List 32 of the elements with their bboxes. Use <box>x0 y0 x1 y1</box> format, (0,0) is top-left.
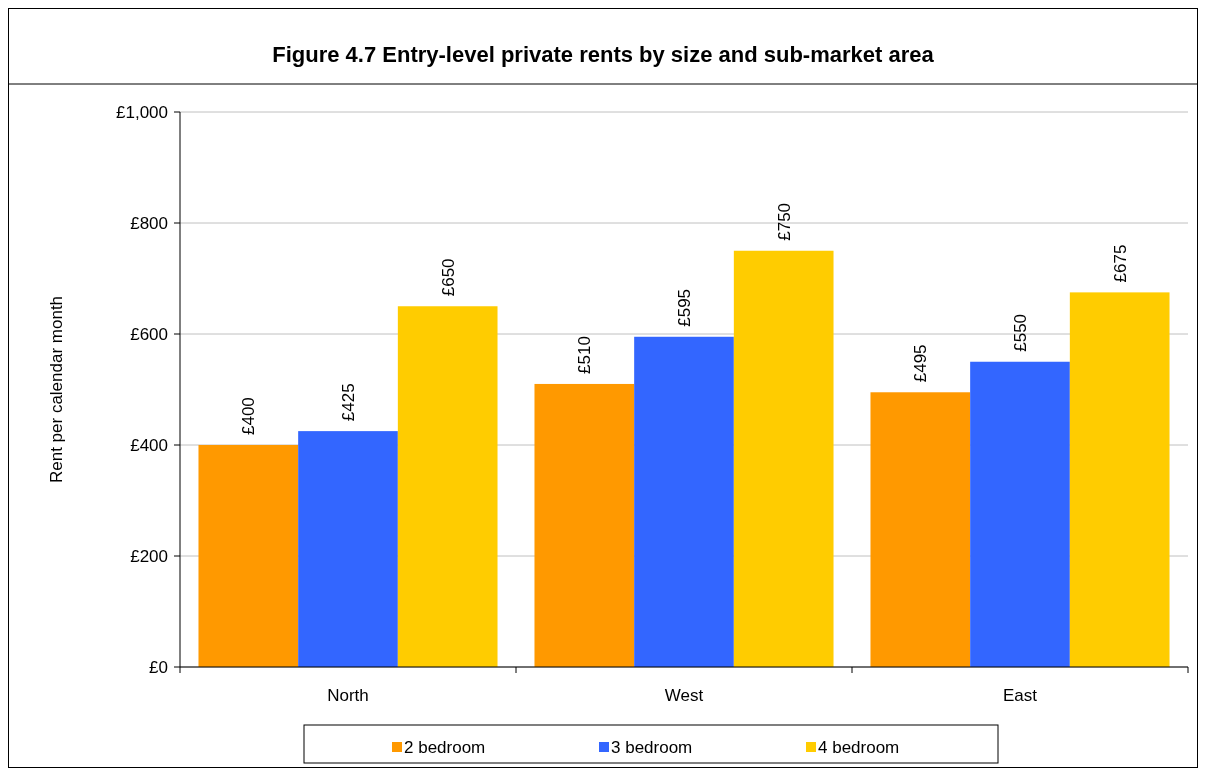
bar <box>534 383 635 667</box>
y-tick-label: £1,000 <box>116 103 168 122</box>
bar <box>1069 292 1170 667</box>
bar <box>634 336 734 667</box>
bar <box>198 445 299 667</box>
x-tick-label: East <box>1002 686 1038 705</box>
bar <box>298 431 398 667</box>
data-label: £510 <box>575 336 595 374</box>
legend-label: 4 bedroom <box>818 738 900 757</box>
bar <box>970 361 1070 667</box>
data-label: £550 <box>1011 313 1030 352</box>
y-tick-label: £200 <box>130 547 168 566</box>
y-axis-title: Rent per calendar month <box>47 295 66 484</box>
y-tick-label: £800 <box>130 214 168 233</box>
y-tick-label: £0 <box>149 658 168 677</box>
legend-label: 3 bedroom <box>611 738 693 757</box>
bar <box>870 392 971 667</box>
chart-title: Figure 4.7 Entry-level private rents by size and sub-market area <box>272 42 935 67</box>
data-label: £425 <box>339 383 358 422</box>
x-tick-label: West <box>664 686 704 705</box>
y-tick-label: £400 <box>130 436 168 455</box>
y-tick-label: £600 <box>130 325 168 344</box>
data-label: £675 <box>1110 244 1130 283</box>
bar <box>397 306 498 667</box>
legend-label: 2 bedroom <box>404 738 486 757</box>
data-label: £595 <box>675 288 694 327</box>
bar <box>733 250 834 667</box>
x-tick-label: North <box>327 686 369 705</box>
data-label: £650 <box>438 258 458 297</box>
data-label: £750 <box>774 202 794 241</box>
data-label: £400 <box>239 397 259 435</box>
data-label: £495 <box>911 344 931 383</box>
